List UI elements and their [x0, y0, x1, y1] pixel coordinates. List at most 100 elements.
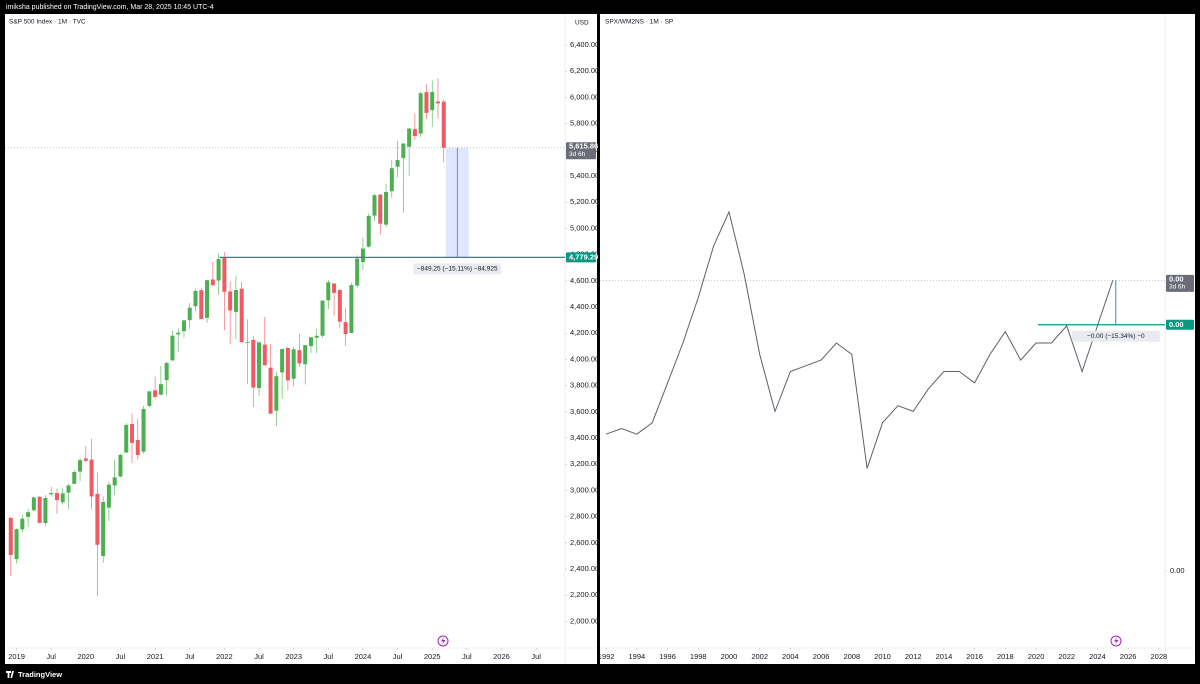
y-tick-label: 2,400.00 — [570, 564, 599, 573]
replay-icon[interactable] — [1110, 635, 1122, 647]
x-tick-label: 2018 — [997, 652, 1014, 661]
brand-logo[interactable]: TradingView — [6, 670, 62, 679]
x-tick-label: 1994 — [629, 652, 646, 661]
x-tick-label: 1998 — [690, 652, 707, 661]
x-tick-label: 2012 — [905, 652, 922, 661]
candle-body — [412, 129, 417, 137]
y-tick-label: 5,200.00 — [570, 197, 599, 206]
series-line — [605, 210, 1114, 469]
candle-body — [158, 384, 163, 395]
candle-body — [360, 248, 365, 263]
candle-body — [118, 454, 123, 477]
icon-ring[interactable] — [437, 635, 449, 647]
y-tick-label: 3,000.00 — [570, 485, 599, 494]
candle-body — [291, 349, 296, 379]
candle-body — [314, 335, 319, 338]
last-price-box — [566, 142, 596, 160]
level-box — [1166, 319, 1194, 330]
x-tick-label: 2020 — [77, 652, 94, 661]
candle-body — [430, 92, 435, 111]
candle-body — [245, 342, 250, 343]
candle-body — [49, 493, 54, 495]
candle-body — [251, 339, 256, 388]
candle-body — [193, 290, 198, 307]
candle-body — [199, 290, 204, 320]
candle-body — [176, 332, 181, 335]
candle-body — [349, 285, 354, 333]
x-tick-label: 2022 — [216, 652, 233, 661]
candle-body — [366, 215, 371, 247]
candle-body — [89, 459, 94, 497]
icon-bolt[interactable] — [1114, 637, 1119, 645]
candle-body — [303, 345, 308, 365]
candle-body — [31, 497, 36, 511]
y-tick-label: 6,400.00 — [570, 40, 599, 49]
candle-body — [170, 335, 175, 361]
candle-body — [187, 307, 192, 321]
x-tick-label: 2020 — [1028, 652, 1045, 661]
candle-body — [43, 498, 48, 524]
currency: USD — [575, 20, 589, 27]
level-box — [566, 252, 596, 263]
x-tick-label: Jul — [254, 652, 264, 661]
measure-label-box — [1071, 330, 1160, 342]
logo-mark[interactable] — [6, 671, 14, 678]
x-tick-label: Jul — [393, 652, 403, 661]
candle-body — [337, 289, 342, 322]
icon-bolt[interactable] — [441, 637, 446, 645]
x-tick-label: 1996 — [659, 652, 676, 661]
x-tick-label: 2026 — [1120, 652, 1137, 661]
candle-body — [233, 289, 238, 312]
x-tick-label: 2016 — [966, 652, 983, 661]
chart-title: S&P 500 Index · 1M · TVC — [9, 19, 86, 26]
countdown: 3d 6h — [569, 151, 586, 158]
candle-body — [26, 512, 31, 517]
candle-body — [441, 101, 446, 148]
x-tick-label: Jul — [531, 652, 541, 661]
candle-body — [205, 280, 210, 318]
y-tick-label: 6,000.00 — [570, 92, 599, 101]
icon-ring[interactable] — [1110, 635, 1122, 647]
chart-title: SPX/WM2NS · 1M · SP — [605, 19, 673, 26]
candle-body — [216, 259, 221, 281]
candle-body — [435, 101, 440, 104]
candle-body — [239, 288, 244, 343]
x-tick-label: Jul — [116, 652, 126, 661]
candle-body — [8, 517, 13, 555]
left-panel — [5, 14, 597, 664]
x-tick-label: 2008 — [843, 652, 860, 661]
candle-body — [54, 493, 59, 501]
y-tick-label: 2,800.00 — [570, 512, 599, 521]
candle-body — [355, 258, 360, 286]
x-tick-label: 2023 — [285, 652, 302, 661]
y-tick-label: 5,000.00 — [570, 223, 599, 232]
x-tick-label: 2024 — [1089, 652, 1106, 661]
candle-body — [141, 408, 146, 452]
x-tick-label: 2006 — [813, 652, 830, 661]
replay-icon[interactable] — [437, 635, 449, 647]
y-tick-label: 3,600.00 — [570, 407, 599, 416]
candle-body — [124, 424, 129, 453]
candle-body — [20, 518, 25, 530]
candle-body — [418, 93, 423, 134]
x-tick-label: 2014 — [936, 652, 953, 661]
candle-body — [424, 92, 429, 113]
publisher-line: imiksha published on TradingView.com, Ma… — [6, 4, 214, 11]
candle-body — [378, 194, 383, 224]
x-tick-label: 2010 — [874, 652, 891, 661]
x-tick-label: 2026 — [493, 652, 510, 661]
candle-body — [407, 128, 412, 147]
x-tick-label: Jul — [46, 652, 56, 661]
y-tick-label: 2,000.00 — [570, 616, 599, 625]
candle-body — [164, 362, 169, 381]
x-tick-label: 2022 — [1058, 652, 1075, 661]
x-tick-label: 2028 — [1151, 652, 1168, 661]
x-tick-label: 2021 — [147, 652, 164, 661]
brand[interactable]: TradingView — [18, 670, 62, 679]
candle-body — [384, 192, 389, 225]
candle-body — [268, 367, 273, 414]
y-tick-label: 3,400.00 — [570, 433, 599, 442]
y-tick-label: 4,200.00 — [570, 328, 599, 337]
candle-body — [389, 168, 394, 192]
